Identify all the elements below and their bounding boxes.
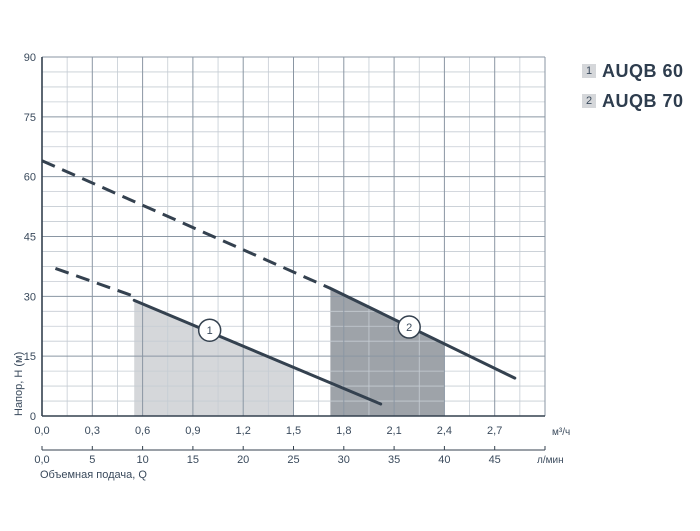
y-tick-label: 0 xyxy=(30,411,36,423)
x2-tick-label: 20 xyxy=(237,454,249,466)
legend-label-2: AUQB 70 xyxy=(602,90,684,111)
x-tick-label: 0,0 xyxy=(34,425,49,437)
x-tick-label: 1,2 xyxy=(236,425,251,437)
x2-tick-label: 25 xyxy=(287,454,299,466)
x2-tick-label: 35 xyxy=(388,454,400,466)
legend-item-2: 2 AUQB 70 xyxy=(582,86,684,116)
legend-index-2: 2 xyxy=(582,94,596,108)
x-tick-label: 2,7 xyxy=(487,425,502,437)
y-tick-label: 60 xyxy=(24,172,36,184)
y-tick-label: 15 xyxy=(24,351,36,363)
x-tick-label: 2,1 xyxy=(386,425,401,437)
series-1-marker-label: 1 xyxy=(207,325,213,337)
y-tick-label: 30 xyxy=(24,291,36,303)
x2-tick-label: 30 xyxy=(338,454,350,466)
series-2-marker xyxy=(397,315,421,339)
y-tick-label: 90 xyxy=(24,52,36,64)
working-range-fills xyxy=(134,288,445,416)
working-range-fill-1 xyxy=(134,300,294,416)
x-tick-label: 0,9 xyxy=(185,425,200,437)
series-2-dashed-line xyxy=(41,159,331,290)
series-1-solid-line xyxy=(132,298,383,406)
x2-tick-label: 45 xyxy=(489,454,501,466)
series-2-solid-line xyxy=(328,286,517,380)
x-tick-label: 0,6 xyxy=(135,425,150,437)
x-tick-label: 2,4 xyxy=(437,425,452,437)
y-tick-label: 45 xyxy=(24,232,36,244)
series-1-dashed-line xyxy=(54,266,135,298)
x2-tick-label: 10 xyxy=(136,454,148,466)
major-gridlines xyxy=(41,56,546,451)
x2-tick-label: 15 xyxy=(187,454,199,466)
x-tick-label: 1,8 xyxy=(336,425,351,437)
x-tick-label: 1,5 xyxy=(286,425,301,437)
legend-item-1: 1 AUQB 60 xyxy=(582,56,684,86)
x2-unit-label: л/мин xyxy=(537,455,564,466)
y-tick-label: 75 xyxy=(24,112,36,124)
x-tick-label: 0,3 xyxy=(85,425,100,437)
x2-tick-label: 40 xyxy=(438,454,450,466)
x2-tick-label: 5 xyxy=(89,454,95,466)
y-axis-label: Напор, H (м) xyxy=(13,352,25,416)
legend: 1 AUQB 60 2 AUQB 70 xyxy=(582,56,684,116)
series-2-marker-label: 2 xyxy=(406,322,412,334)
x-unit-label: м³/ч xyxy=(552,427,570,438)
x2-tick-label: 0,0 xyxy=(34,454,49,466)
legend-label-1: AUQB 60 xyxy=(602,60,684,81)
legend-index-1: 1 xyxy=(582,64,596,78)
x-axis-label: Объемная подача, Q xyxy=(40,469,147,481)
series-1-marker xyxy=(197,318,222,342)
working-range-fill-2 xyxy=(330,288,445,416)
